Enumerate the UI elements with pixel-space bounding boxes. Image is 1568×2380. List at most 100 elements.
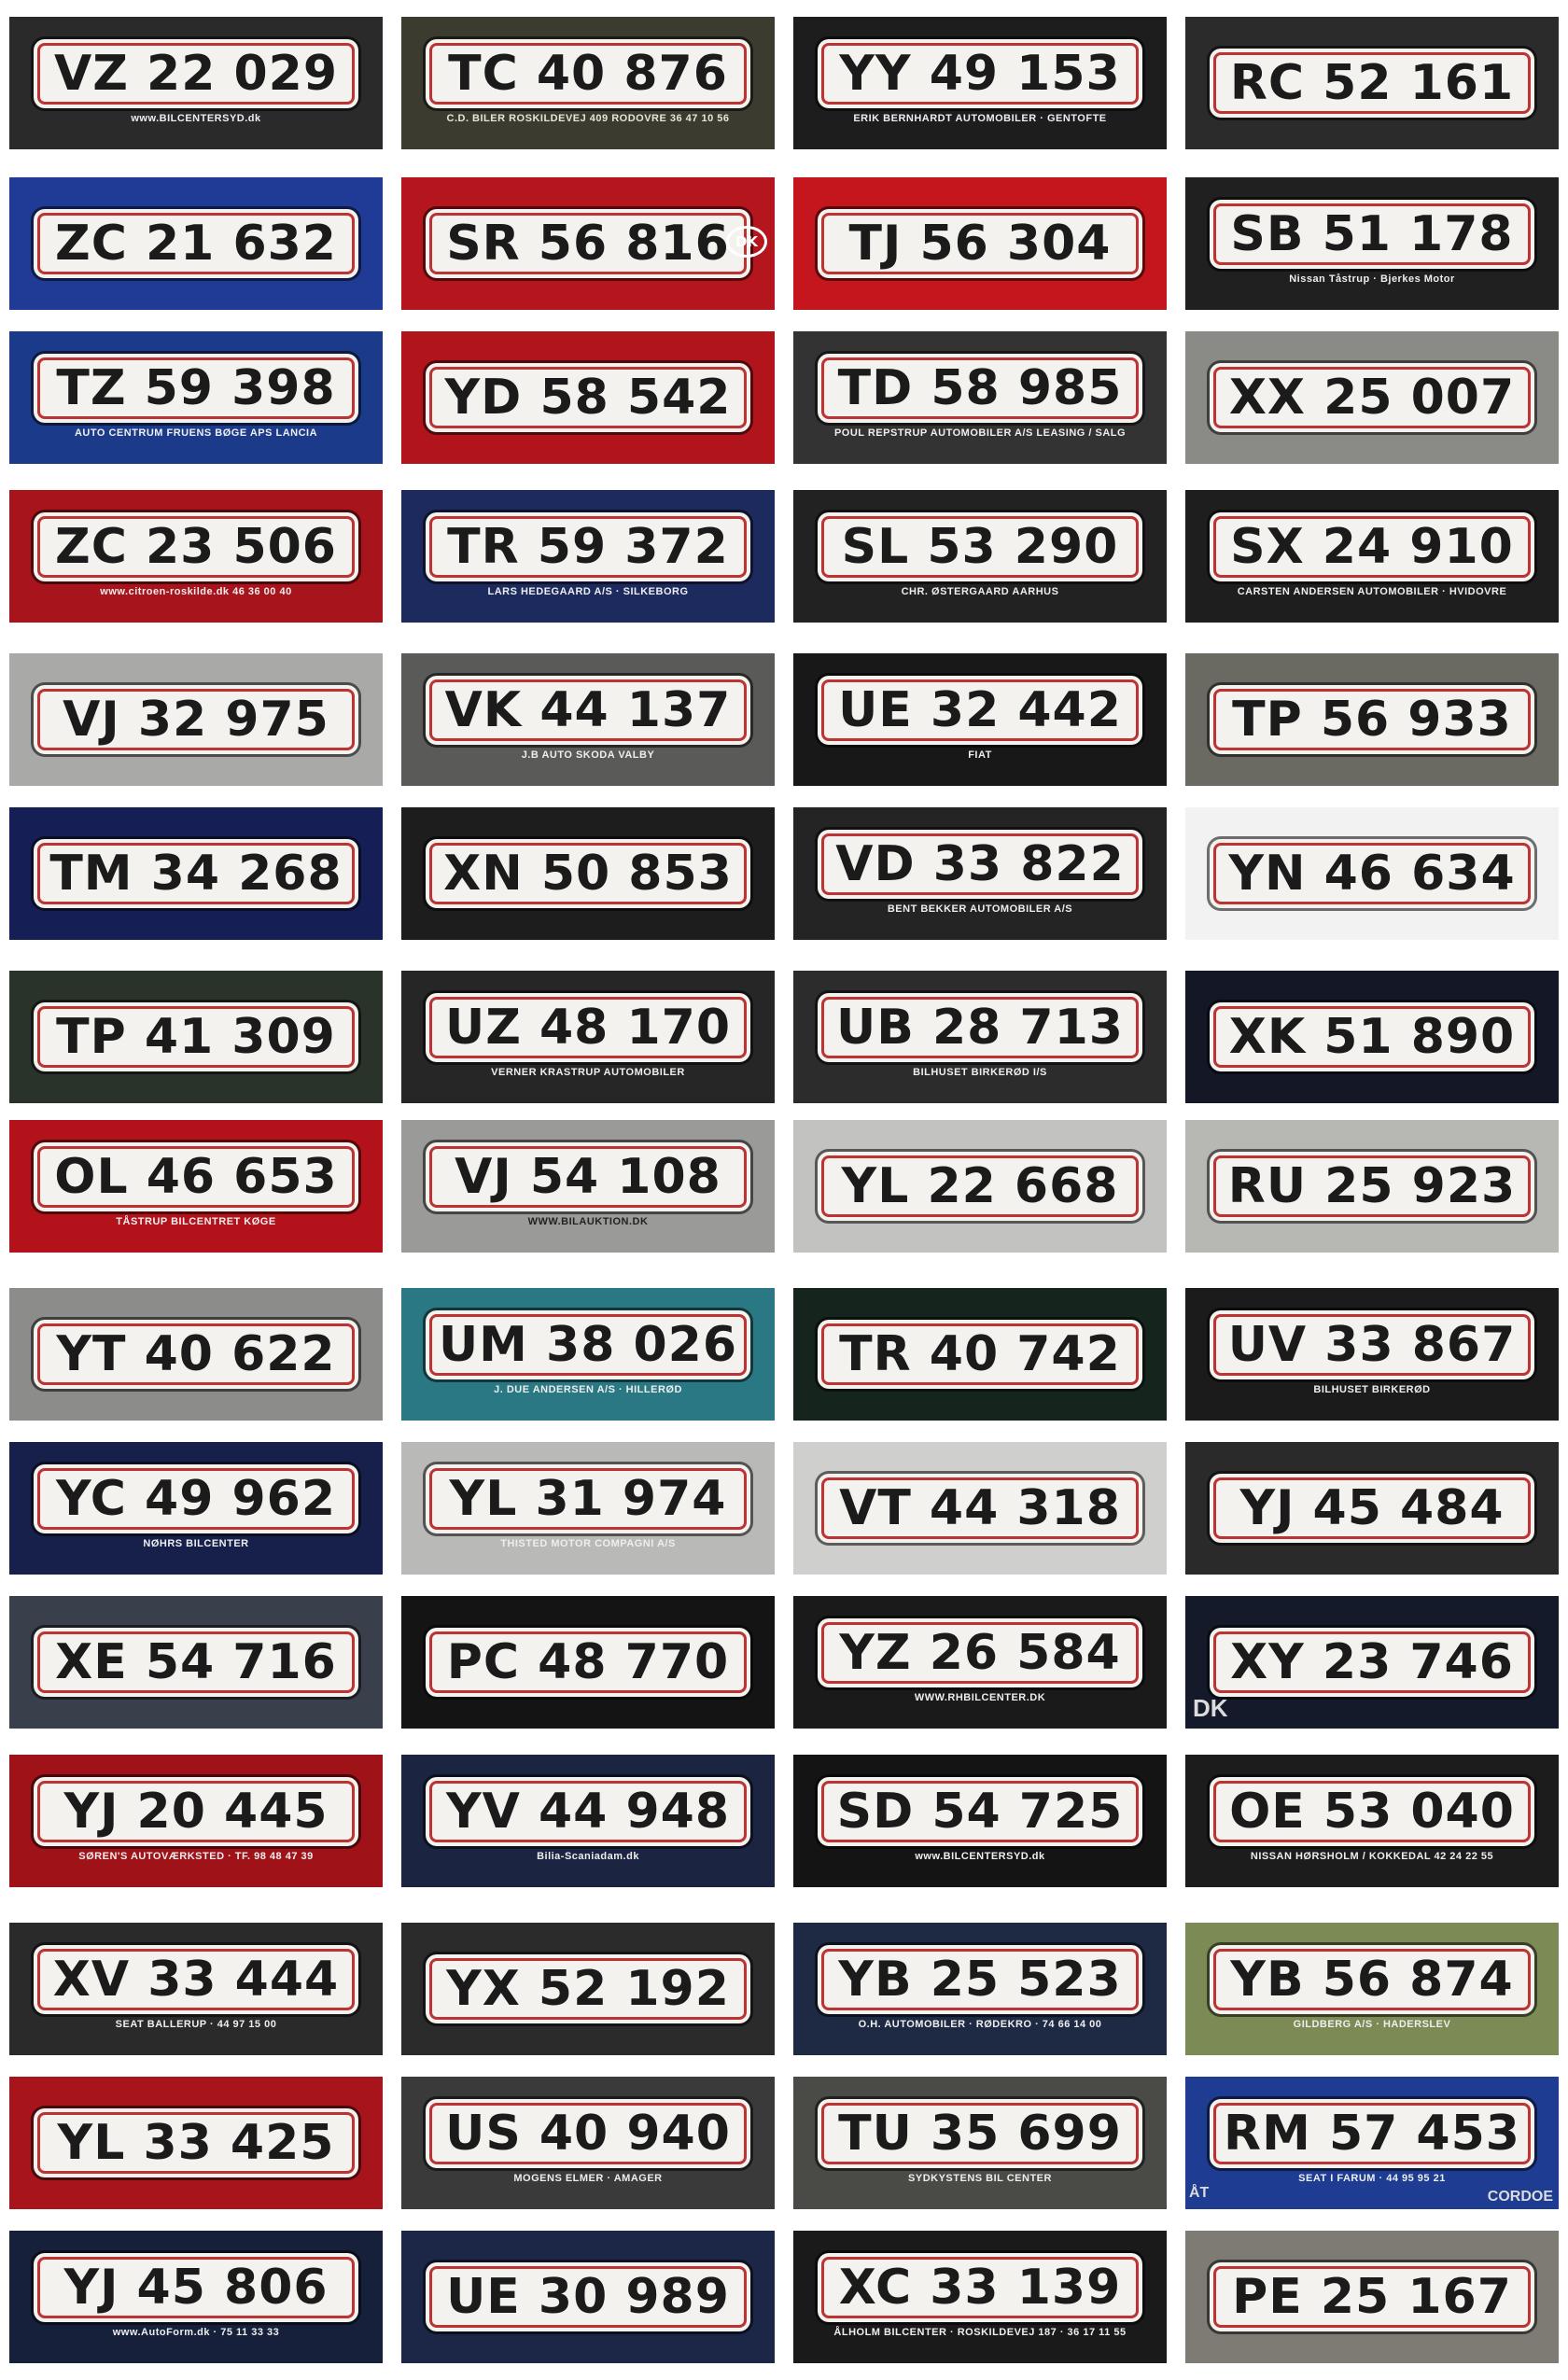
dealer-text: www.BILCENTERSYD.dk [915,1850,1045,1862]
dealer-text: POUL REPSTRUP AUTOMOBILER A/S LEASING / … [833,427,1127,439]
plate-number: SR 56 816 [429,213,747,274]
plate-number: YL 31 974 [429,1467,747,1530]
dealer-text: LARS HEDEGAARD A/S · SILKEBORG [487,585,689,597]
plate-photo: UE 32 442 FIAT [793,653,1167,786]
plate-number: TJ 56 304 [821,213,1139,274]
dealer-text: THISTED MOTOR COMPAGNI A/S [500,1537,676,1549]
plate-number: UM 38 026 [429,1313,747,1376]
dealer-text: J.B AUTO SKODA VALBY [521,749,655,761]
plate-number: YC 49 962 [37,1467,355,1530]
dealer-text: VERNER KRASTRUP AUTOMOBILER [491,1066,685,1078]
plate-number: RC 52 161 [1213,52,1531,114]
plate-photo: TR 40 742 [793,1288,1167,1421]
plate-number: YL 22 668 [821,1155,1139,1217]
plate-number: SL 53 290 [821,515,1139,578]
plate-number: XX 25 007 [1213,367,1531,428]
dealer-text: MOGENS ELMER · AMAGER [513,2172,663,2184]
plate-number: UV 33 867 [1213,1313,1531,1376]
plate-photo: XV 33 444 SEAT BALLERUP · 44 97 15 00 [9,1923,383,2055]
dealer-text: SØREN'S AUTOVÆRKSTED · TF. 98 48 47 39 [78,1850,314,1862]
plate-photo: TU 35 699 SYDKYSTENS BIL CENTER [793,2077,1167,2209]
plate-photo: UB 28 713 BILHUSET BIRKERØD I/S [793,971,1167,1103]
plate-number: VT 44 318 [821,1477,1139,1539]
plate-number: YJ 45 484 [1213,1477,1531,1539]
dk-corner-text: DK [1193,1694,1228,1722]
plate-photo: SD 54 725 www.BILCENTERSYD.dk [793,1755,1167,1887]
plate-number: TR 40 742 [821,1323,1139,1385]
plate-photo: VJ 54 108 WWW.BILAUKTION.DK [401,1120,775,1253]
plate-photo: PE 25 167 [1185,2231,1559,2363]
dealer-text: Nissan Tåstrup · Bjerkes Motor [1289,273,1455,285]
plate-number: VD 33 822 [821,833,1139,895]
dealer-text: AUTO CENTRUM FRUENS BØGE APS LANCIA [74,427,318,439]
plate-photo: YL 31 974 THISTED MOTOR COMPAGNI A/S [401,1442,775,1575]
plate-number: UB 28 713 [821,996,1139,1058]
plate-photo: RU 25 923 [1185,1120,1559,1253]
plate-photo: XK 51 890 [1185,971,1559,1103]
dealer-text: GILDBERG A/S · HADERSLEV [1293,2018,1451,2030]
plate-photo: YX 52 192 [401,1923,775,2055]
plate-photo: SX 24 910 CARSTEN ANDERSEN AUTOMOBILER · … [1185,490,1559,623]
cordoba-badge-text: CORDOE [1487,2189,1553,2205]
plate-photo: ZC 23 506 www.citroen-roskilde.dk 46 36 0… [9,490,383,623]
plate-number: YB 56 874 [1213,1948,1531,2010]
dealer-text: CARSTEN ANDERSEN AUTOMOBILER · HVIDOVRE [1237,585,1507,597]
dealer-text: WWW.RHBILCENTER.DK [914,1691,1046,1703]
plate-photo: TP 41 309 [9,971,383,1103]
plate-number: YX 52 192 [429,1958,747,2020]
plate-photo: TZ 59 398 AUTO CENTRUM FRUENS BØGE APS LA… [9,331,383,464]
dealer-text: ÅLHOLM BILCENTER · ROSKILDEVEJ 187 · 36 … [833,2326,1127,2338]
plate-photo: OE 53 040 NISSAN HØRSHOLM / KOKKEDAL 42 2… [1185,1755,1559,1887]
plate-photo: YD 58 542 [401,331,775,464]
plate-photo: YL 22 668 [793,1120,1167,1253]
plate-photo: YT 40 622 [9,1288,383,1421]
dealer-text: NISSAN HØRSHOLM / KOKKEDAL 42 24 22 55 [1250,1850,1494,1862]
plate-photo: XX 25 007 [1185,331,1559,464]
plate-photo: XE 54 716 [9,1596,383,1729]
plate-number: TM 34 268 [37,843,355,904]
cut-badge-text: ÅT [1189,2185,1210,2201]
plate-photo: YJ 20 445 SØREN'S AUTOVÆRKSTED · TF. 98 4… [9,1755,383,1887]
plate-number: YB 25 523 [821,1948,1139,2010]
plate-number: TP 41 309 [37,1006,355,1068]
plate-photo: UV 33 867 BILHUSET BIRKERØD [1185,1288,1559,1421]
plate-photo: SR 56 816 DK [401,177,775,310]
dealer-text: C.D. BILER ROSKILDEVEJ 409 RODOVRE 36 47… [446,112,730,124]
plate-photo: VT 44 318 [793,1442,1167,1575]
plate-photo: VZ 22 029 www.BILCENTERSYD.dk [9,17,383,149]
plate-photo: VD 33 822 BENT BEKKER AUTOMOBILER A/S [793,807,1167,940]
dealer-text: SEAT I FARUM · 44 95 95 21 [1298,2172,1446,2184]
plate-photo: UE 30 989 [401,2231,775,2363]
plate-number: TZ 59 398 [37,357,355,419]
plate-photo: UM 38 026 J. DUE ANDERSEN A/S · HILLERØD [401,1288,775,1421]
dealer-text: www.BILCENTERSYD.dk [131,112,261,124]
plate-photo: YB 25 523 O.H. AUTOMOBILER · RØDEKRO · 74… [793,1923,1167,2055]
dealer-text: J. DUE ANDERSEN A/S · HILLERØD [494,1383,682,1395]
plate-photo: TJ 56 304 [793,177,1167,310]
plate-photo: YN 46 634 [1185,807,1559,940]
dealer-text: Bilia-Scaniadam.dk [537,1850,639,1862]
dealer-text: FIAT [968,749,992,761]
plate-number: YT 40 622 [37,1323,355,1385]
dealer-text: SYDKYSTENS BIL CENTER [908,2172,1052,2184]
plate-photo: XY 23 746 DK [1185,1596,1559,1729]
plate-photo: RC 52 161 [1185,17,1559,149]
dealer-text: SEAT BALLERUP · 44 97 15 00 [115,2018,277,2030]
plate-number: OE 53 040 [1213,1780,1531,1842]
plate-number: XV 33 444 [37,1948,355,2010]
plate-number: XY 23 746 [1213,1631,1531,1693]
dealer-text: www.AutoForm.dk · 75 11 33 33 [112,2326,280,2338]
plate-number: XC 33 139 [821,2256,1139,2318]
plate-photo: YJ 45 806 www.AutoForm.dk · 75 11 33 33 [9,2231,383,2363]
plate-number: YJ 45 806 [37,2256,355,2318]
plate-number: XN 50 853 [429,843,747,904]
plate-photo: OL 46 653 TÅSTRUP BILCENTRET KØGE [9,1120,383,1253]
plate-photo: TR 59 372 LARS HEDEGAARD A/S · SILKEBORG [401,490,775,623]
dealer-text: CHR. ØSTERGAARD AARHUS [901,585,1059,597]
plate-number: VK 44 137 [429,679,747,741]
plate-number: XK 51 890 [1213,1006,1531,1068]
plate-number: TC 40 876 [429,42,747,105]
dealer-text: BENT BEKKER AUTOMOBILER A/S [887,903,1073,915]
plate-photo: UZ 48 170 VERNER KRASTRUP AUTOMOBILER [401,971,775,1103]
